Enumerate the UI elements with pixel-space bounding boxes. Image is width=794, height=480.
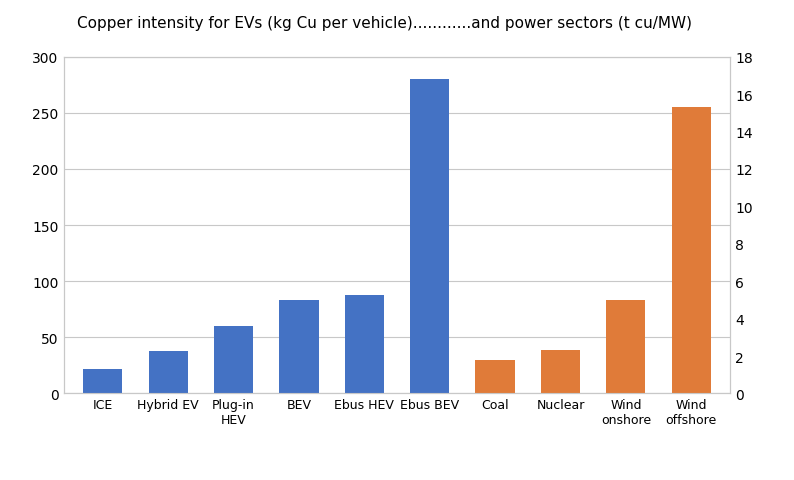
Bar bbox=[214, 326, 253, 394]
Bar bbox=[476, 360, 515, 394]
Bar bbox=[83, 369, 122, 394]
Bar bbox=[345, 295, 384, 394]
Bar bbox=[279, 300, 318, 394]
Text: Copper intensity for EVs (kg Cu per vehicle)............and power sectors (t cu/: Copper intensity for EVs (kg Cu per vehi… bbox=[77, 16, 692, 31]
Bar bbox=[148, 351, 187, 394]
Bar bbox=[607, 300, 646, 394]
Bar bbox=[410, 80, 449, 394]
Bar bbox=[672, 108, 711, 394]
Bar bbox=[541, 351, 580, 394]
